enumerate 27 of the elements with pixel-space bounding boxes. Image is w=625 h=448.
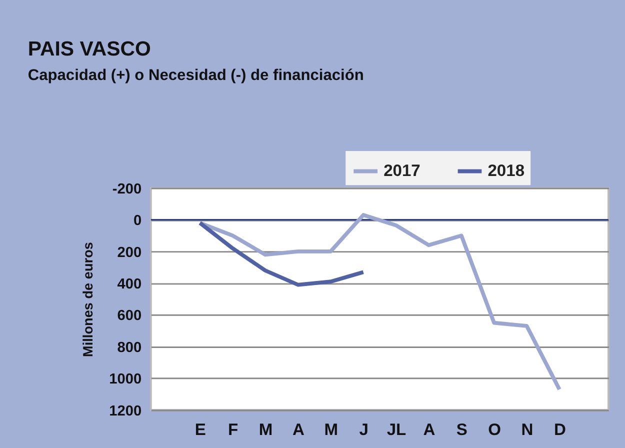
y-axis-title: Millones de euros bbox=[80, 242, 96, 357]
x-tick-label: O bbox=[488, 420, 502, 439]
y-tick-label: 200 bbox=[117, 244, 142, 261]
y-tick-label: 800 bbox=[117, 340, 142, 356]
x-tick-label: S bbox=[456, 420, 468, 439]
line-series bbox=[198, 220, 366, 287]
x-tick-label: A bbox=[423, 420, 436, 439]
x-tick-label: JL bbox=[386, 420, 406, 439]
line-series bbox=[198, 213, 562, 392]
y-tick-label: 400 bbox=[117, 276, 142, 293]
y-tick-label: -200 bbox=[112, 181, 142, 198]
chart-subtitle: Capacidad (+) o Necesidad (-) de financiación bbox=[28, 66, 364, 84]
x-tick-label: J bbox=[359, 420, 368, 439]
x-tick-label: M bbox=[324, 420, 338, 439]
x-tick-label: N bbox=[521, 420, 534, 439]
legend-label: 2018 bbox=[488, 161, 525, 180]
x-tick-label: A bbox=[292, 420, 304, 439]
y-tick-label: 0 bbox=[134, 213, 142, 230]
y-tick-label: 1200 bbox=[109, 403, 142, 420]
chart-title: PAIS VASCO bbox=[28, 38, 151, 61]
x-tick-label: M bbox=[258, 420, 273, 439]
legend-label: 2017 bbox=[384, 161, 420, 180]
y-tick-label: 1000 bbox=[109, 372, 142, 388]
x-tick-label: F bbox=[228, 420, 238, 439]
x-tick-label: E bbox=[194, 420, 206, 439]
y-tick-label: 600 bbox=[117, 308, 142, 324]
x-tick-label: D bbox=[554, 420, 566, 439]
